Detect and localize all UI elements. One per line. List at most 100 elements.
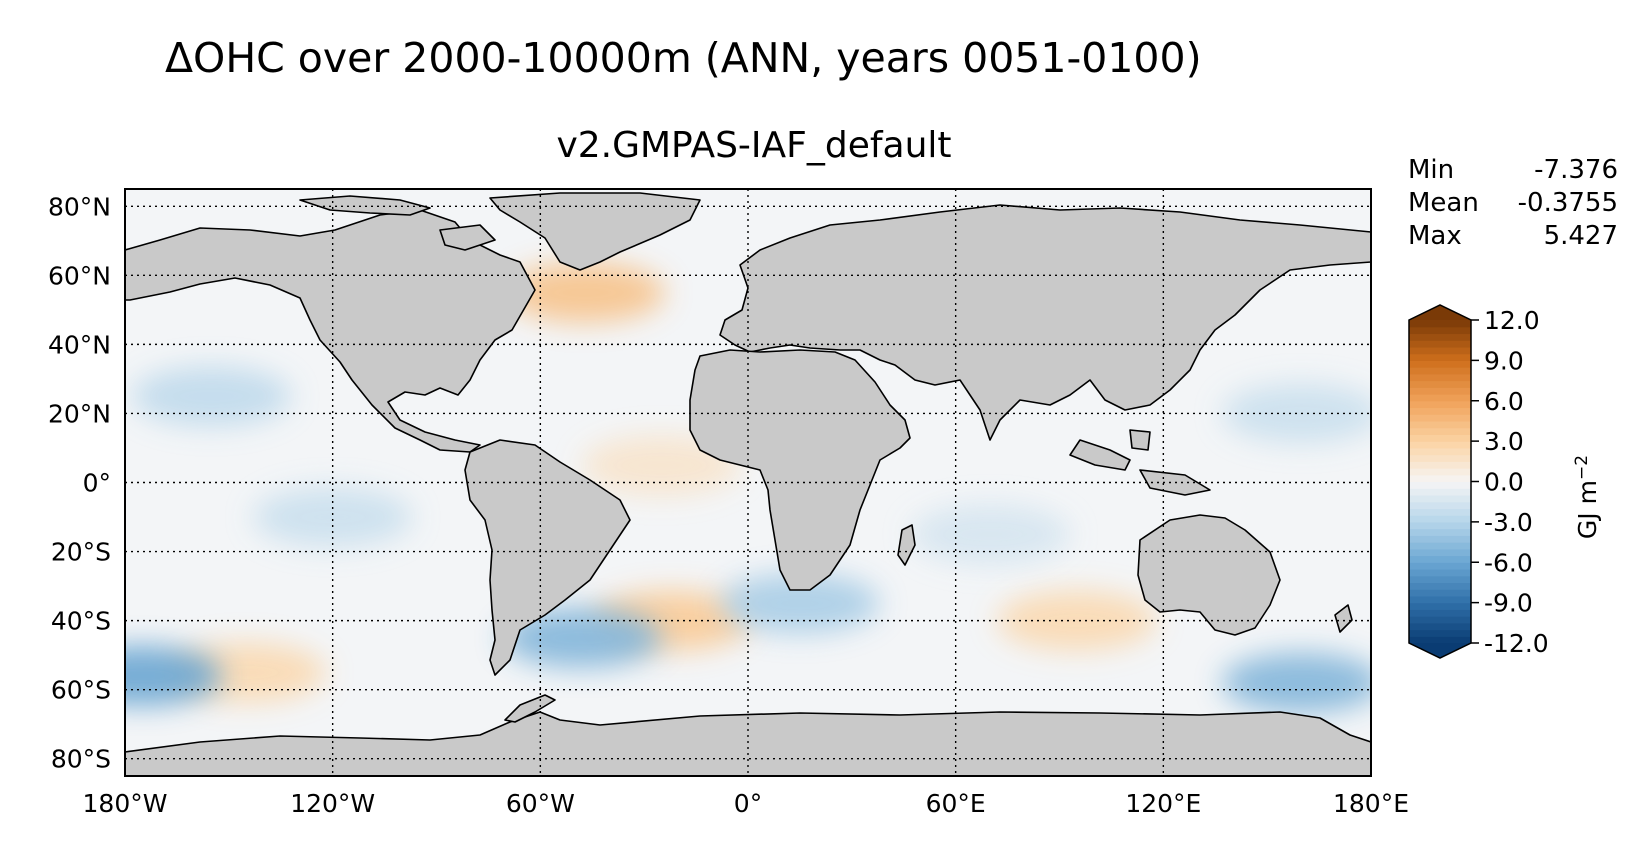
colorbar-band [1409, 528, 1471, 536]
lon-tick-label: 180°E [1333, 789, 1409, 818]
anomaly-north-pacific-cool [131, 366, 292, 427]
longitude-axis: 180°W 120°W 60°W 0° 60°E 120°E 180°E [83, 789, 1409, 818]
colorbar-band [1409, 589, 1471, 597]
south-america [464, 439, 631, 676]
colorbar-band [1409, 333, 1471, 341]
colorbar-band [1409, 629, 1471, 637]
anomaly-north-atlantic-warm [505, 262, 666, 323]
colorbar-band [1409, 414, 1471, 422]
colorbar-tick-label: 6.0 [1484, 387, 1524, 416]
colorbar-band [1409, 454, 1471, 462]
antarctica [125, 711, 1371, 776]
colorbar-band [1409, 394, 1471, 402]
colorbar-band [1409, 515, 1471, 523]
colorbar-band [1409, 555, 1471, 563]
lat-tick-label: 20°S [51, 538, 111, 567]
colorbar-band [1409, 326, 1471, 335]
colorbar: 12.0 9.0 6.0 3.0 0.0 -3.0 -6.0 -9.0 -12.0 GJ m−2 [1408, 304, 1602, 659]
colorbar-band [1409, 468, 1471, 476]
colorbar-band [1409, 373, 1471, 382]
colorbar-tick-label: -9.0 [1484, 589, 1533, 618]
colorbar-band [1409, 494, 1471, 503]
figure-title: ΔOHC over 2000-10000m (ANN, years 0051-0… [165, 34, 1202, 82]
colorbar-tick-label: 0.0 [1484, 468, 1524, 497]
new-zealand [1334, 604, 1353, 633]
colorbar-band [1409, 562, 1471, 570]
anomaly-indian-cool [910, 504, 1071, 565]
stat-value: 5.427 [1543, 221, 1618, 251]
lat-tick-label: 40°N [48, 330, 111, 359]
colorbar-band [1409, 568, 1471, 577]
colorbar-extend-upper [1409, 305, 1471, 320]
colorbar-band [1409, 595, 1471, 604]
stat-row-max: Max 5.427 [1408, 220, 1618, 253]
colorbar-band [1409, 488, 1471, 496]
colorbar-band [1409, 320, 1471, 328]
colorbar-band [1409, 636, 1471, 644]
arctic-islands [299, 195, 496, 251]
lon-tick-label: 120°E [1125, 789, 1201, 818]
latitude-axis: 80°N 60°N 40°N 20°N 0° 20°S 40°S 60°S 80°S [48, 192, 111, 773]
stat-value: -7.376 [1534, 155, 1618, 185]
colorbar-band [1409, 474, 1471, 483]
anomaly-indian-south-warm [996, 590, 1157, 651]
anomaly-pacific-sector-southern-cool [125, 645, 223, 706]
colorbar-tick-label: 9.0 [1484, 346, 1524, 375]
colorbar-band [1409, 420, 1471, 429]
colorbar-band [1409, 387, 1471, 395]
colorbar-band [1409, 602, 1471, 610]
colorbar-band [1409, 548, 1471, 557]
colorbar-band [1409, 481, 1471, 489]
lon-tick-label: 0° [734, 789, 762, 818]
stat-label: Max [1408, 221, 1462, 251]
colorbar-band [1409, 542, 1471, 550]
colorbar-extend-lower [1409, 643, 1471, 658]
lat-tick-label: 0° [83, 469, 111, 498]
colorbar-band [1409, 400, 1471, 409]
colorbar-tick-label: -6.0 [1484, 548, 1533, 577]
colorbar-band [1409, 427, 1471, 435]
colorbar-tick-label: 12.0 [1484, 306, 1540, 335]
colorbar-band [1409, 461, 1471, 469]
colorbar-band [1409, 360, 1471, 368]
anomaly-australian-southern-cool [1221, 652, 1371, 713]
colorbar-band [1409, 575, 1471, 584]
stat-label: Min [1408, 155, 1455, 185]
eurasia [719, 204, 1371, 441]
greenland [489, 192, 701, 271]
lat-tick-label: 80°N [48, 192, 111, 221]
stat-row-min: Min -7.376 [1408, 154, 1618, 187]
colorbar-bands [1409, 320, 1471, 644]
australia [1137, 514, 1281, 636]
land-mask [125, 192, 1371, 776]
stat-value: -0.3755 [1517, 188, 1618, 218]
colorbar-band [1409, 616, 1471, 624]
anomaly-east-pacific-cool [252, 487, 413, 548]
gridlines [125, 189, 1371, 776]
colorbar-tick-label: -3.0 [1484, 508, 1533, 537]
colorbar-band [1409, 508, 1471, 516]
colorbar-band [1409, 501, 1471, 510]
map-frame [124, 188, 1372, 777]
lon-tick-label: 180°W [83, 789, 168, 818]
anomaly-mozambique-cool [719, 573, 880, 634]
colorbar-tick-label: 3.0 [1484, 427, 1524, 456]
colorbar-band [1409, 340, 1471, 348]
colorbar-tick-label: -12.0 [1484, 629, 1549, 658]
lon-tick-label: 60°W [506, 789, 575, 818]
lat-tick-label: 60°S [51, 676, 111, 705]
map-axes: 180°W 120°W 60°W 0° 60°E 120°E 180°E 80°N 60°N 4… [48, 188, 1409, 818]
antarctic-peninsula [504, 694, 556, 723]
colorbar-label: GJ m−2 [1572, 455, 1602, 539]
colorbar-band [1409, 609, 1471, 617]
madagascar [897, 524, 916, 566]
colorbar-band [1409, 346, 1471, 355]
colorbar-band [1409, 353, 1471, 361]
colorbar-band [1409, 380, 1471, 388]
lat-tick-label: 40°S [51, 607, 111, 636]
stat-row-mean: Mean -0.3755 [1408, 187, 1618, 220]
colorbar-band [1409, 441, 1471, 449]
lon-tick-label: 60°E [926, 789, 986, 818]
colorbar-band [1409, 582, 1471, 590]
map-title: v2.GMPAS-IAF_default [556, 125, 952, 166]
